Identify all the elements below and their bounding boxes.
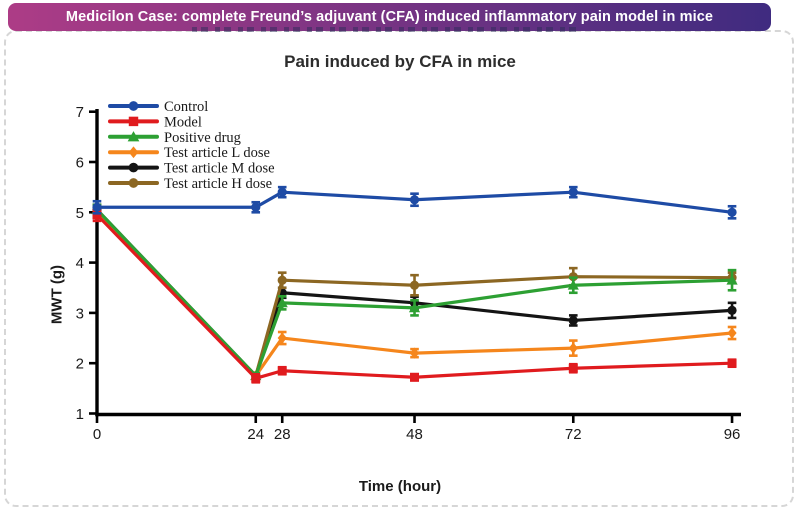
x-tick-label: 48 (406, 426, 423, 443)
x-tick-label: 72 (565, 426, 582, 443)
y-tick-label: 2 (76, 356, 84, 373)
x-axis-label: Time (hour) (358, 478, 442, 495)
legend-item-test-article-m-dose: Test article M dose (108, 161, 275, 177)
obscured-caption-fragment (192, 27, 577, 32)
legend-label: Positive drug (164, 130, 241, 146)
legend-label: Test article M dose (164, 161, 275, 177)
x-tick-label: 24 (247, 426, 264, 443)
x-tick-label: 28 (274, 426, 291, 443)
x-tick-label: 96 (724, 426, 741, 443)
y-tick-label: 1 (76, 406, 84, 423)
y-tick-label: 4 (76, 255, 84, 272)
legend-item-control: Control (108, 99, 208, 115)
legend-label: Control (164, 99, 208, 115)
y-tick-label: 7 (76, 104, 84, 121)
x-tick-label: 0 (93, 426, 101, 443)
banner: Medicilon Case: complete Freund’s adjuva… (8, 3, 771, 31)
legend-item-test-article-h-dose: Test article H dose (108, 176, 272, 192)
legend-label: Model (164, 114, 202, 130)
chart-title: Pain induced by CFA in mice (284, 52, 516, 71)
legend-item-test-article-l-dose: Test article L dose (108, 145, 270, 161)
legend-label: Test article H dose (164, 176, 272, 192)
series-control (92, 185, 737, 220)
axes: 1 2 3 4 5 6 7 0 24 28 48 72 96 (76, 104, 741, 443)
y-tick-label: 3 (76, 305, 84, 322)
banner-title: Medicilon Case: complete Freund’s adjuva… (65, 9, 714, 25)
legend-label: Test article L dose (164, 145, 270, 161)
y-tick-label: 6 (76, 155, 84, 172)
y-tick-label: 5 (76, 205, 84, 222)
legend-item-model: Model (108, 114, 202, 130)
series-model (92, 207, 737, 384)
legend-item-positive-drug: Positive drug (108, 130, 241, 146)
